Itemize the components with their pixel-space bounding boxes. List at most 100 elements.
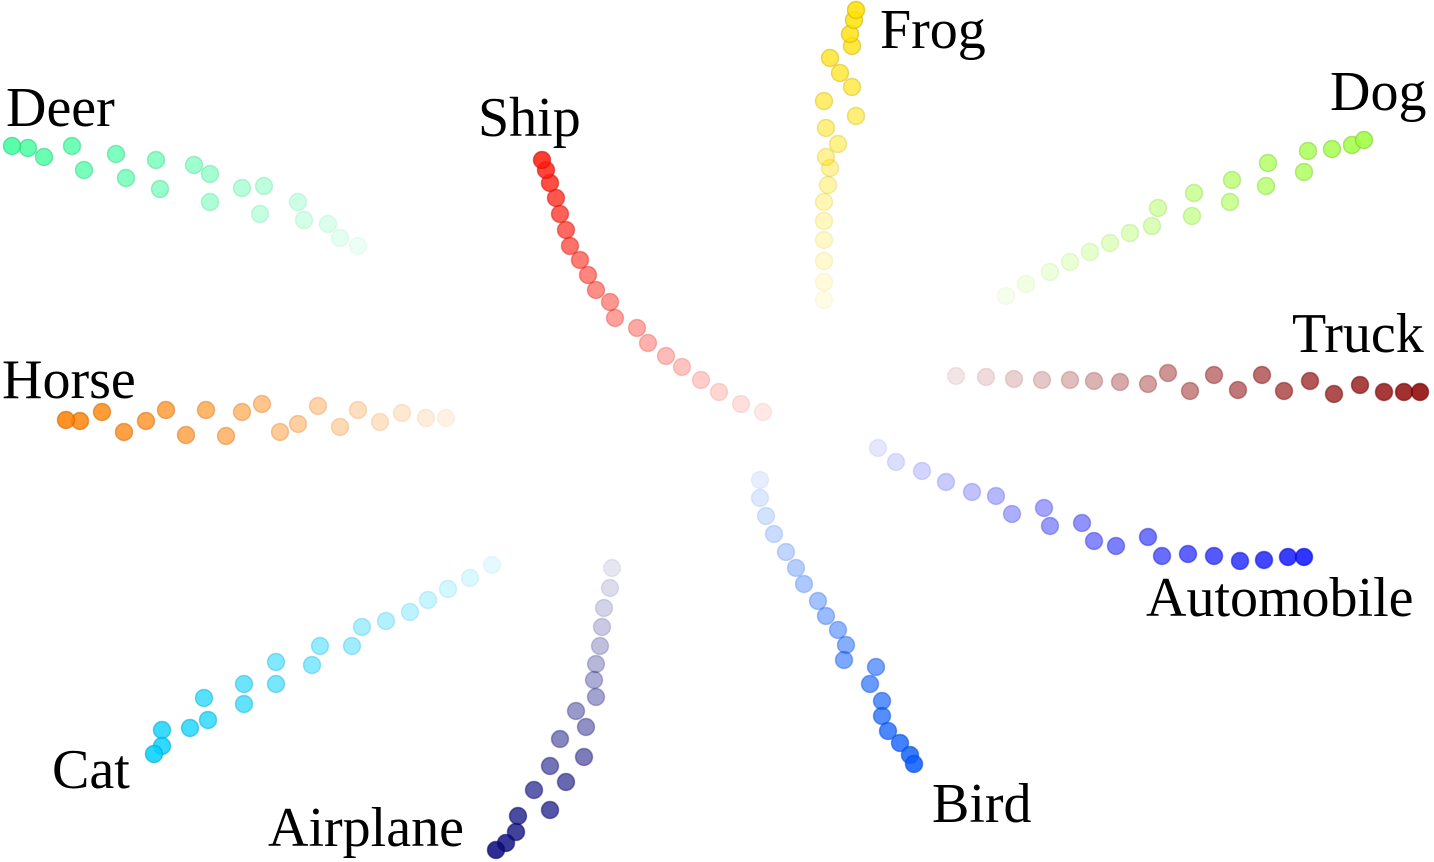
trajectory-point-cat (342, 636, 362, 656)
trajectory-point-bird (750, 470, 770, 490)
trajectory-point-ship (600, 292, 620, 312)
trajectory-point-horse (392, 403, 412, 423)
trajectory-point-frog (814, 230, 834, 250)
trajectory-point-automobile (936, 472, 956, 492)
trajectory-point-automobile (1178, 544, 1198, 564)
trajectory-point-cat (302, 655, 322, 675)
trajectory-point-truck (1228, 380, 1248, 400)
trajectory-horse (56, 394, 456, 446)
trajectory-point-automobile (1152, 546, 1172, 566)
trajectory-point-ship (638, 333, 658, 353)
trajectory-point-frog (846, 106, 866, 126)
trajectory-point-automobile (1002, 504, 1022, 524)
trajectory-point-cat (266, 652, 286, 672)
trajectory-point-ship (560, 236, 580, 256)
trajectory-point-automobile (1084, 531, 1104, 551)
trajectory-point-truck (976, 367, 996, 387)
label-horse: Horse (2, 349, 136, 411)
trajectory-point-horse (348, 400, 368, 420)
trajectory-point-automobile (1034, 498, 1054, 518)
trajectory-point-ship (556, 220, 576, 240)
trajectory-point-ship (691, 370, 711, 390)
trajectory-point-dog (1298, 141, 1318, 161)
trajectory-point-bird (756, 506, 776, 526)
trajectory-point-horse (252, 394, 272, 414)
trajectory-point-dog (1258, 153, 1278, 173)
trajectory-point-cat (376, 611, 396, 631)
label-ship: Ship (478, 87, 581, 149)
trajectory-point-frog (816, 147, 836, 167)
trajectory-bird (750, 470, 924, 774)
trajectory-point-deer (62, 136, 82, 156)
trajectory-point-dog (1040, 262, 1060, 282)
trajectory-point-deer (318, 214, 338, 234)
trajectory-point-ship (532, 150, 552, 170)
trajectory-point-frog (814, 211, 834, 231)
trajectory-point-dog (1294, 162, 1314, 182)
trajectory-point-airplane (594, 598, 614, 618)
trajectory-point-bird (776, 542, 796, 562)
label-truck: Truck (1292, 303, 1424, 365)
trajectory-point-horse (114, 422, 134, 442)
trajectory-point-truck (1138, 374, 1158, 394)
trajectory-point-ship (570, 250, 590, 270)
trajectory-point-horse (136, 411, 156, 431)
trajectory-point-dog (1120, 223, 1140, 243)
trajectory-point-dog (1142, 216, 1162, 236)
trajectory-point-truck (1060, 370, 1080, 390)
trajectory-point-frog (818, 175, 838, 195)
trajectory-point-truck (1032, 370, 1052, 390)
trajectory-point-frog (816, 118, 836, 138)
trajectory-point-deer (18, 138, 38, 158)
trajectory-point-cat (234, 694, 254, 714)
trajectory-point-ship (672, 357, 692, 377)
trajectory-point-airplane (592, 617, 612, 637)
trajectory-point-cat (460, 568, 480, 588)
trajectory-point-horse (156, 400, 176, 420)
trajectory-point-ship (627, 318, 647, 338)
trajectory-point-ship (578, 265, 598, 285)
trajectory-point-airplane (486, 840, 506, 860)
trajectory-point-deer (250, 204, 270, 224)
trajectory-point-deer (288, 192, 308, 212)
trajectory-point-horse (232, 402, 252, 422)
trajectory-point-truck (1252, 365, 1272, 385)
trajectory-point-horse (176, 425, 196, 445)
trajectory-point-deer (232, 178, 252, 198)
label-cat: Cat (52, 739, 130, 801)
trajectory-point-horse (330, 417, 350, 437)
label-airplane: Airplane (268, 797, 464, 859)
trajectory-point-automobile (1254, 550, 1274, 570)
trajectory-point-horse (92, 402, 112, 422)
label-automobile: Automobile (1146, 567, 1414, 629)
trajectory-frog (814, 0, 866, 310)
trajectory-point-deer (146, 150, 166, 170)
trajectory-point-airplane (576, 717, 596, 737)
trajectory-point-ship (731, 394, 751, 414)
trajectory-point-automobile (1072, 513, 1092, 533)
trajectory-point-automobile (1106, 536, 1126, 556)
trajectory-point-frog (846, 0, 866, 20)
trajectory-point-cat (310, 636, 330, 656)
trajectory-point-deer (294, 210, 314, 230)
trajectory-point-dog (1016, 274, 1036, 294)
trajectory-point-truck (1158, 363, 1178, 383)
trajectory-point-truck (946, 366, 966, 386)
trajectory-point-cat (438, 579, 458, 599)
trajectory-point-horse (196, 400, 216, 420)
trajectory-point-truck (1004, 369, 1024, 389)
trajectory-point-truck (1374, 382, 1394, 402)
trajectory-point-truck (1394, 382, 1414, 402)
trajectory-point-automobile (886, 452, 906, 472)
trajectory-point-cat (352, 617, 372, 637)
trajectory-point-airplane (586, 687, 606, 707)
trajectory-point-airplane (600, 578, 620, 598)
trajectory-point-ship (605, 308, 625, 328)
trajectory-point-deer (106, 144, 126, 164)
trajectory-point-frog (842, 77, 862, 97)
trajectory-point-bird (816, 606, 836, 626)
trajectory-point-deer (200, 192, 220, 212)
trajectory-point-dog (1184, 183, 1204, 203)
trajectory-point-bird (836, 635, 856, 655)
